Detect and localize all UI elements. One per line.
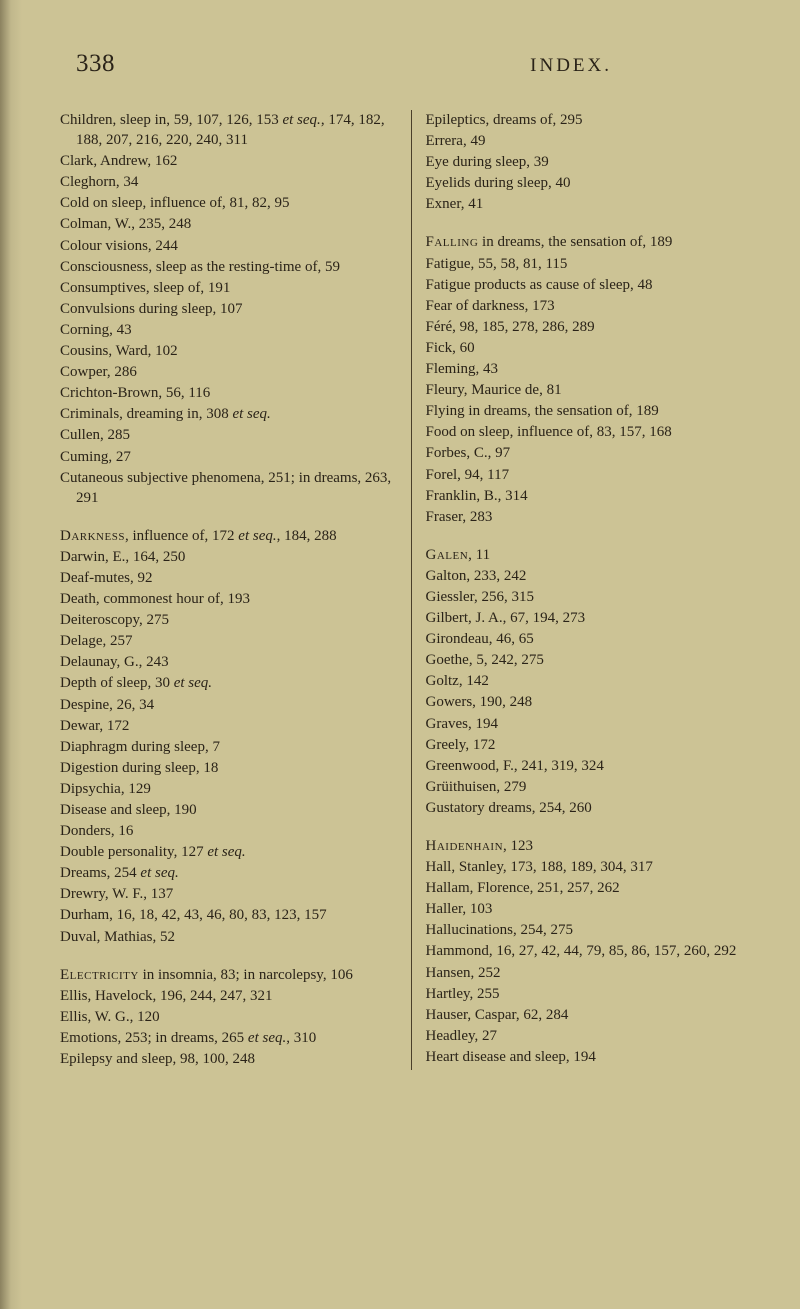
index-entry: Deaf-mutes, 92: [60, 568, 397, 588]
index-entry: Hansen, 252: [426, 963, 763, 983]
index-entry: Franklin, B., 314: [426, 486, 763, 506]
index-entry: Digestion during sleep, 18: [60, 758, 397, 778]
index-entry: Dreams, 254 et seq.: [60, 863, 397, 883]
page-number: 338: [76, 50, 115, 78]
index-entry: Hammond, 16, 27, 42, 44, 79, 85, 86, 157…: [426, 941, 763, 961]
index-entry: Darkness, influence of, 172 et seq., 184…: [60, 526, 397, 546]
index-entry: Diaphragm during sleep, 7: [60, 737, 397, 757]
index-entry: Crichton-Brown, 56, 116: [60, 383, 397, 403]
index-entry: Dewar, 172: [60, 716, 397, 736]
index-entry: Electricity in insomnia, 83; in narcolep…: [60, 965, 397, 985]
index-entry: Fatigue, 55, 58, 81, 115: [426, 254, 763, 274]
index-entry: Giessler, 256, 315: [426, 587, 763, 607]
index-entry: Errera, 49: [426, 131, 763, 151]
index-entry: Delaunay, G., 243: [60, 652, 397, 672]
index-entry: Consumptives, sleep of, 191: [60, 278, 397, 298]
left-column: Children, sleep in, 59, 107, 126, 153 et…: [60, 110, 412, 1070]
index-entry: Fleury, Maurice de, 81: [426, 380, 763, 400]
index-entry: Galton, 233, 242: [426, 566, 763, 586]
index-entry: Grüithuisen, 279: [426, 777, 763, 797]
index-entry: Hartley, 255: [426, 984, 763, 1004]
index-entry: Double personality, 127 et seq.: [60, 842, 397, 862]
index-entry: Cullen, 285: [60, 425, 397, 445]
index-entry: Darwin, E., 164, 250: [60, 547, 397, 567]
index-entry: Fleming, 43: [426, 359, 763, 379]
index-entry: Goltz, 142: [426, 671, 763, 691]
index-entry: Food on sleep, influence of, 83, 157, 16…: [426, 422, 763, 442]
index-entry: Cowper, 286: [60, 362, 397, 382]
index-entry: Falling in dreams, the sensation of, 189: [426, 232, 763, 252]
index-entry: Durham, 16, 18, 42, 43, 46, 80, 83, 123,…: [60, 905, 397, 925]
index-entry: Corning, 43: [60, 320, 397, 340]
index-entry: Fraser, 283: [426, 507, 763, 527]
index-entry: Epileptics, dreams of, 295: [426, 110, 763, 130]
index-entry: Hauser, Caspar, 62, 284: [426, 1005, 763, 1025]
index-entry: Exner, 41: [426, 194, 763, 214]
index-columns: Children, sleep in, 59, 107, 126, 153 et…: [60, 110, 762, 1070]
index-entry: Cold on sleep, influence of, 81, 82, 95: [60, 193, 397, 213]
index-entry: Criminals, dreaming in, 308 et seq.: [60, 404, 397, 424]
index-entry: Gustatory dreams, 254, 260: [426, 798, 763, 818]
index-entry: Delage, 257: [60, 631, 397, 651]
index-entry: Death, commonest hour of, 193: [60, 589, 397, 609]
right-column: Epileptics, dreams of, 295Errera, 49Eye …: [412, 110, 763, 1070]
index-entry: Depth of sleep, 30 et seq.: [60, 673, 397, 693]
index-entry: Gowers, 190, 248: [426, 692, 763, 712]
index-entry: Clark, Andrew, 162: [60, 151, 397, 171]
index-entry: Colour visions, 244: [60, 236, 397, 256]
index-entry: Dipsychia, 129: [60, 779, 397, 799]
index-entry: Flying in dreams, the sensation of, 189: [426, 401, 763, 421]
index-entry: Eye during sleep, 39: [426, 152, 763, 172]
index-entry: Disease and sleep, 190: [60, 800, 397, 820]
index-entry: Emotions, 253; in dreams, 265 et seq., 3…: [60, 1028, 397, 1048]
index-entry: Headley, 27: [426, 1026, 763, 1046]
index-entry: Haidenhain, 123: [426, 836, 763, 856]
binding-shadow: [0, 0, 22, 1309]
index-entry: Cousins, Ward, 102: [60, 341, 397, 361]
index-entry: Drewry, W. F., 137: [60, 884, 397, 904]
index-entry: Donders, 16: [60, 821, 397, 841]
page-header: 338 INDEX.: [60, 50, 762, 78]
index-entry: Féré, 98, 185, 278, 286, 289: [426, 317, 763, 337]
index-entry: Fatigue products as cause of sleep, 48: [426, 275, 763, 295]
index-entry: Despine, 26, 34: [60, 695, 397, 715]
index-entry: Children, sleep in, 59, 107, 126, 153 et…: [60, 110, 397, 150]
index-entry: Goethe, 5, 242, 275: [426, 650, 763, 670]
index-entry: Duval, Mathias, 52: [60, 927, 397, 947]
index-entry: Epilepsy and sleep, 98, 100, 248: [60, 1049, 397, 1069]
index-entry: Eyelids during sleep, 40: [426, 173, 763, 193]
index-entry: Colman, W., 235, 248: [60, 214, 397, 234]
index-entry: Hall, Stanley, 173, 188, 189, 304, 317: [426, 857, 763, 877]
index-entry: Deiteroscopy, 275: [60, 610, 397, 630]
index-entry: Greely, 172: [426, 735, 763, 755]
index-entry: Forel, 94, 117: [426, 465, 763, 485]
index-entry: Hallam, Florence, 251, 257, 262: [426, 878, 763, 898]
index-entry: Consciousness, sleep as the resting-time…: [60, 257, 397, 277]
index-entry: Graves, 194: [426, 714, 763, 734]
index-entry: Cleghorn, 34: [60, 172, 397, 192]
index-entry: Ellis, W. G., 120: [60, 1007, 397, 1027]
index-entry: Ellis, Havelock, 196, 244, 247, 321: [60, 986, 397, 1006]
page-title: INDEX.: [530, 55, 612, 77]
index-entry: Heart disease and sleep, 194: [426, 1047, 763, 1067]
index-entry: Fear of darkness, 173: [426, 296, 763, 316]
index-entry: Hallucinations, 254, 275: [426, 920, 763, 940]
index-entry: Fick, 60: [426, 338, 763, 358]
index-entry: Galen, 11: [426, 545, 763, 565]
index-entry: Girondeau, 46, 65: [426, 629, 763, 649]
index-entry: Cutaneous subjective phenomena, 251; in …: [60, 468, 397, 508]
index-entry: Convulsions during sleep, 107: [60, 299, 397, 319]
index-entry: Haller, 103: [426, 899, 763, 919]
index-page: 338 INDEX. Children, sleep in, 59, 107, …: [0, 0, 800, 1309]
index-entry: Forbes, C., 97: [426, 443, 763, 463]
index-entry: Greenwood, F., 241, 319, 324: [426, 756, 763, 776]
index-entry: Cuming, 27: [60, 447, 397, 467]
index-entry: Gilbert, J. A., 67, 194, 273: [426, 608, 763, 628]
